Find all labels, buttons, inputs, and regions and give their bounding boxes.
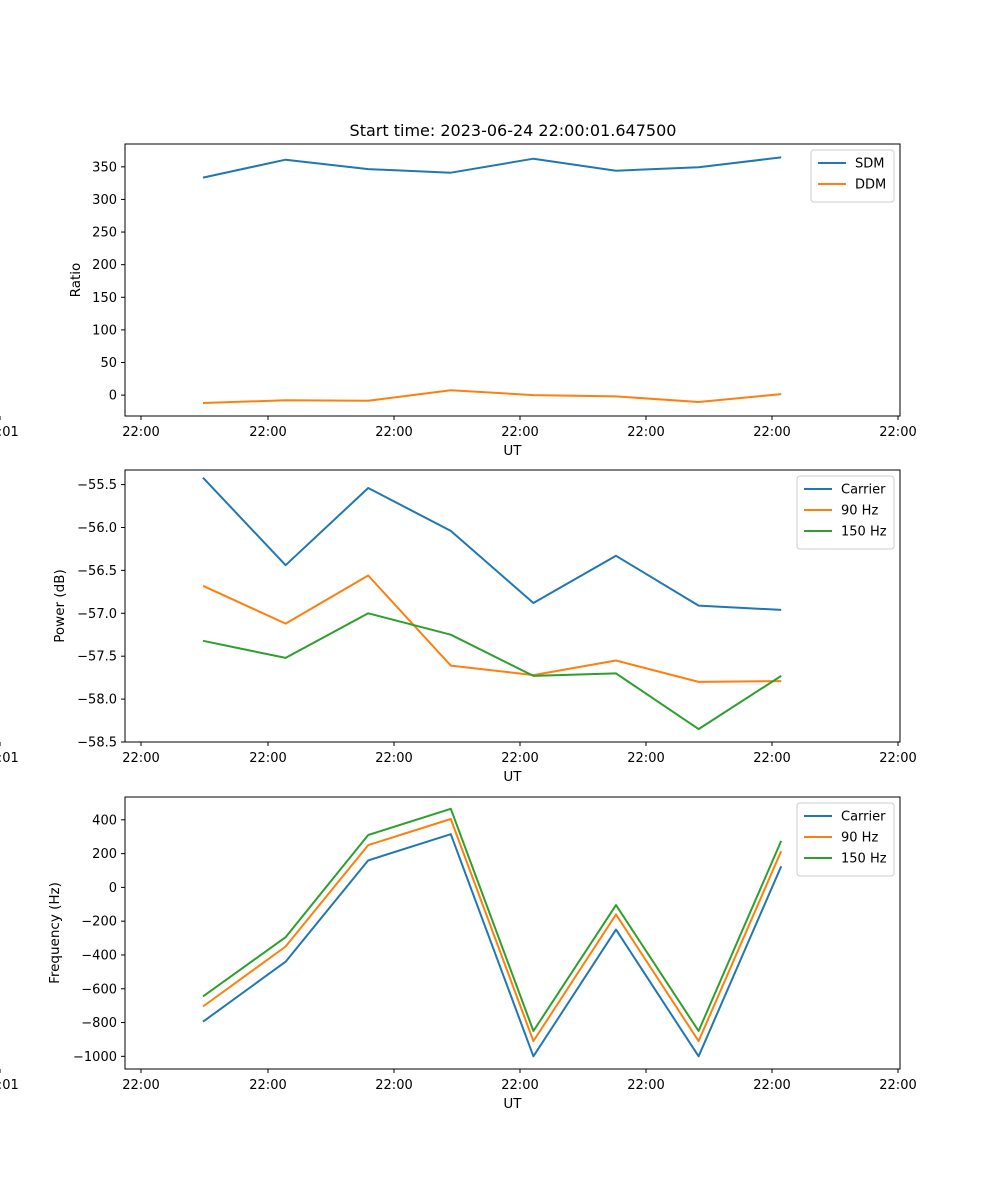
x-tick-label: 22:00: [753, 1078, 790, 1093]
y-axis-label: Power (dB): [52, 569, 68, 642]
y-tick-label: 250: [92, 226, 117, 241]
x-tick-label: 22:01: [0, 425, 19, 440]
y-tick-label: 0: [109, 881, 117, 896]
y-tick-label: −600: [81, 982, 117, 997]
panel-1: 0 50 100 150 200 250 300 350 22:00 22:00 22:00 22:0…: [0, 143, 917, 459]
legend-label: DDM: [855, 178, 886, 193]
y-tick-label: 350: [92, 160, 117, 175]
x-tick-label: 22:00: [627, 751, 664, 766]
panel-3: −1000 −800 −600 −400 −200 0 200 400 22:00 22:00 22…: [0, 796, 917, 1112]
series-line-carrier: [202, 477, 782, 611]
series-line-150-hz: [202, 807, 783, 1032]
panels: 0 50 100 150 200 250 300 350 22:00 22:00 22:00 22:0…: [0, 143, 917, 1112]
x-tick-label: 22:00: [501, 1078, 538, 1093]
x-tick-label: 22:00: [753, 751, 790, 766]
x-tick-label: 22:00: [501, 425, 538, 440]
y-tick-label: −400: [81, 948, 117, 963]
series-line-90-hz: [202, 818, 783, 1043]
series-line-carrier: [202, 833, 783, 1058]
y-tick-label: 50: [100, 356, 117, 371]
legend-label: SDM: [855, 157, 884, 172]
x-axis-label: UT: [503, 769, 522, 785]
series-line-ddm: [202, 389, 782, 404]
y-tick-label: −57.5: [77, 650, 117, 665]
x-tick-label: 22:00: [375, 425, 412, 440]
x-tick-label: 22:00: [375, 751, 412, 766]
x-tick-label: 22:00: [122, 751, 159, 766]
x-tick-label: 22:00: [249, 425, 286, 440]
x-tick-label: 22:00: [879, 425, 916, 440]
axes-frame: [124, 143, 901, 417]
axes-frame: [124, 796, 901, 1070]
y-tick-label: −58.5: [77, 736, 117, 751]
y-tick-label: −800: [81, 1016, 117, 1031]
series-line-90-hz: [202, 574, 782, 683]
x-tick-label: 22:00: [122, 1078, 159, 1093]
x-tick-label: 22:00: [753, 425, 790, 440]
y-tick-label: −57.0: [77, 607, 117, 622]
y-tick-label: −200: [81, 915, 117, 930]
y-tick-label: 0: [109, 389, 117, 404]
legend-label: Carrier: [841, 483, 886, 498]
y-tick-label: −56.5: [77, 564, 117, 579]
y-tick-label: 100: [92, 323, 117, 338]
y-tick-label: −1000: [73, 1050, 117, 1065]
x-tick-label: 22:00: [501, 751, 538, 766]
legend-label: 90 Hz: [841, 504, 878, 519]
x-tick-label: 22:01: [0, 751, 19, 766]
x-tick-label: 22:00: [122, 425, 159, 440]
x-axis-label: UT: [503, 443, 522, 459]
y-axis-label: Ratio: [68, 263, 84, 298]
x-tick-label: 22:00: [375, 1078, 412, 1093]
y-tick-label: 400: [92, 813, 117, 828]
figure-title: Start time: 2023-06-24 22:00:01.647500: [350, 121, 677, 140]
panel-2: −58.5 −58.0 −57.5 −57.0 −56.5 −56.0 −55.5 22:00…: [0, 469, 917, 785]
y-tick-label: 200: [92, 847, 117, 862]
legend-label: Carrier: [841, 810, 886, 825]
x-tick-label: 22:00: [627, 425, 664, 440]
series-line-sdm: [202, 156, 782, 179]
legend-label: 150 Hz: [841, 852, 887, 867]
x-tick-label: 22:00: [249, 751, 286, 766]
y-tick-label: 300: [92, 193, 117, 208]
axes-frame: [124, 469, 901, 743]
y-axis-label: Frequency (Hz): [47, 882, 63, 984]
x-tick-label: 22:00: [879, 1078, 916, 1093]
y-tick-label: 200: [92, 258, 117, 273]
y-tick-label: −56.0: [77, 521, 117, 536]
y-tick-label: 150: [92, 291, 117, 306]
x-axis-label: UT: [503, 1096, 522, 1112]
x-tick-label: 22:00: [879, 751, 916, 766]
x-tick-label: 22:00: [627, 1078, 664, 1093]
legend-label: 90 Hz: [841, 831, 878, 846]
x-tick-label: 22:00: [249, 1078, 286, 1093]
y-tick-label: −58.0: [77, 693, 117, 708]
x-tick-label: 22:01: [0, 1078, 19, 1093]
series-line-150-hz: [202, 612, 782, 731]
legend-label: 150 Hz: [841, 525, 887, 540]
y-tick-label: −55.5: [77, 478, 117, 493]
